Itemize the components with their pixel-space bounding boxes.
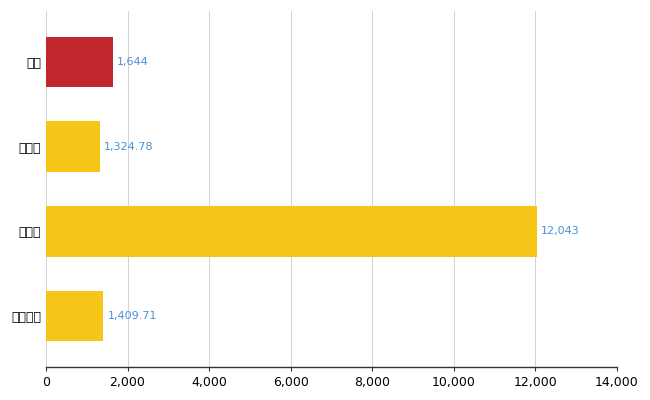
Text: 1,644: 1,644: [117, 57, 149, 67]
Bar: [46, 121, 100, 172]
Bar: [46, 206, 537, 257]
Text: 12,043: 12,043: [541, 226, 580, 236]
Text: 1,409.71: 1,409.71: [107, 311, 157, 321]
Bar: [46, 36, 113, 87]
Text: 1,324.78: 1,324.78: [104, 142, 153, 152]
Bar: [46, 291, 103, 342]
